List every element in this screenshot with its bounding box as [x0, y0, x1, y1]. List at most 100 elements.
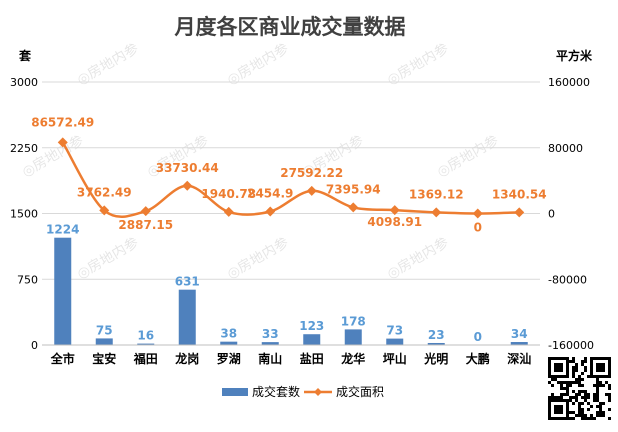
- right-tick-label: 160000: [548, 76, 590, 89]
- qr-module: [557, 405, 560, 408]
- qr-module: [608, 393, 611, 396]
- qr-module: [596, 357, 599, 360]
- qr-module: [602, 357, 605, 360]
- qr-module: [551, 396, 554, 399]
- qr-module: [563, 357, 566, 360]
- watermark-text: ◎房地内参: [224, 40, 292, 89]
- qr-module: [575, 366, 578, 369]
- qr-module: [548, 381, 551, 384]
- qr-module: [554, 375, 557, 378]
- qr-module: [590, 375, 593, 378]
- qr-module: [602, 366, 605, 369]
- qr-code: [545, 352, 613, 426]
- qr-module: [596, 381, 599, 384]
- qr-module: [572, 369, 575, 372]
- bar-value-label: 73: [386, 324, 403, 338]
- qr-module: [557, 375, 560, 378]
- qr-module: [554, 363, 557, 366]
- qr-module: [554, 369, 557, 372]
- qr-module: [575, 414, 578, 417]
- qr-module: [566, 366, 569, 369]
- qr-module: [548, 411, 551, 414]
- bar-value-label: 631: [175, 275, 200, 289]
- qr-module: [599, 384, 602, 387]
- qr-module: [608, 387, 611, 390]
- qr-module: [605, 393, 608, 396]
- qr-module: [575, 381, 578, 384]
- qr-module: [599, 402, 602, 405]
- qr-module: [581, 408, 584, 411]
- bar-value-label: 1224: [46, 223, 79, 237]
- watermark-text: ◎房地内参: [224, 234, 292, 283]
- qr-module: [560, 363, 563, 366]
- legend: 成交套数 成交面积: [222, 384, 384, 399]
- qr-module: [578, 405, 581, 408]
- qr-module: [593, 399, 596, 402]
- qr-module: [560, 381, 563, 384]
- qr-module: [566, 417, 569, 420]
- qr-module: [605, 357, 608, 360]
- category-label: 福田: [133, 351, 158, 366]
- qr-module: [566, 381, 569, 384]
- qr-module: [581, 411, 584, 414]
- qr-module: [596, 411, 599, 414]
- bar: [344, 329, 362, 345]
- qr-module: [596, 396, 599, 399]
- qr-module: [557, 399, 560, 402]
- qr-module: [560, 357, 563, 360]
- qr-module: [548, 402, 551, 405]
- qr-module: [566, 375, 569, 378]
- qr-module: [596, 384, 599, 387]
- qr-module: [590, 417, 593, 420]
- qr-module: [608, 366, 611, 369]
- left-tick-label: 750: [17, 273, 38, 286]
- legend-line-marker: [314, 388, 322, 396]
- qr-module: [578, 411, 581, 414]
- qr-module: [608, 384, 611, 387]
- qr-module: [554, 411, 557, 414]
- qr-module: [596, 414, 599, 417]
- qr-module: [551, 357, 554, 360]
- line-value-label: 2887.15: [118, 218, 173, 232]
- qr-module: [581, 390, 584, 393]
- qr-module: [590, 405, 593, 408]
- qr-module: [578, 384, 581, 387]
- left-axis-label: 套: [18, 48, 32, 63]
- qr-module: [593, 393, 596, 396]
- watermark-text: ◎房地内参: [74, 234, 142, 283]
- bar: [261, 342, 279, 345]
- bar: [178, 289, 196, 345]
- qr-module: [554, 357, 557, 360]
- qr-module: [548, 369, 551, 372]
- qr-module: [596, 363, 599, 366]
- qr-code-pattern: [548, 357, 611, 420]
- qr-module: [551, 393, 554, 396]
- qr-module: [599, 375, 602, 378]
- bar-value-label: 38: [220, 327, 237, 341]
- line-point: [57, 137, 68, 148]
- qr-module: [581, 384, 584, 387]
- qr-module: [560, 399, 563, 402]
- qr-module: [548, 399, 551, 402]
- qr-module: [563, 393, 566, 396]
- qr-module: [554, 408, 557, 411]
- qr-module: [602, 402, 605, 405]
- qr-module: [593, 396, 596, 399]
- qr-module: [578, 390, 581, 393]
- qr-module: [560, 411, 563, 414]
- qr-module: [584, 417, 587, 420]
- qr-module: [566, 387, 569, 390]
- qr-module: [566, 390, 569, 393]
- chart-title: 月度各区商业成交量数据: [174, 15, 406, 39]
- qr-module: [599, 357, 602, 360]
- qr-module: [566, 399, 569, 402]
- qr-module: [581, 363, 584, 366]
- line-value-label: 1369.12: [409, 187, 464, 201]
- qr-module: [548, 396, 551, 399]
- qr-module: [566, 402, 569, 405]
- watermark-text: ◎房地内参: [384, 40, 452, 89]
- qr-module: [548, 366, 551, 369]
- qr-module: [584, 366, 587, 369]
- qr-module: [560, 384, 563, 387]
